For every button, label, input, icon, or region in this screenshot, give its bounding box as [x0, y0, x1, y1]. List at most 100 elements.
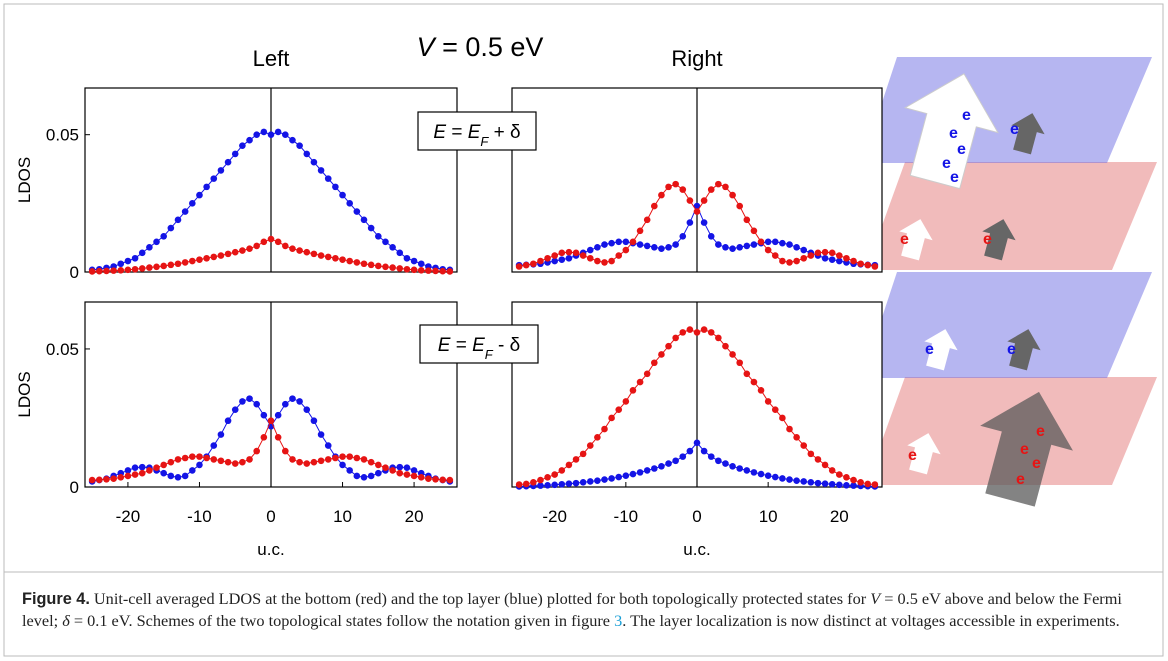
- data-point: [417, 267, 425, 274]
- data-point: [821, 254, 829, 262]
- x-tick-label: 10: [333, 507, 352, 526]
- data-point: [586, 478, 594, 485]
- data-point: [282, 400, 289, 408]
- data-point: [793, 433, 800, 441]
- data-point: [124, 467, 132, 474]
- data-point: [167, 261, 175, 269]
- data-point: [303, 460, 311, 467]
- data-point: [686, 326, 694, 333]
- data-point: [203, 454, 210, 462]
- data-point: [138, 469, 146, 477]
- data-point: [715, 180, 722, 188]
- data-point: [544, 474, 551, 481]
- data-point: [346, 257, 353, 265]
- data-point: [317, 252, 325, 259]
- data-point: [821, 480, 829, 487]
- data-point: [736, 465, 743, 472]
- title-variable: V: [417, 32, 438, 62]
- data-point: [439, 476, 446, 484]
- data-point: [836, 481, 843, 489]
- data-point: [239, 247, 246, 254]
- data-point: [396, 249, 404, 257]
- figure-link[interactable]: 3: [614, 611, 623, 630]
- data-point: [403, 265, 411, 273]
- data-point: [665, 342, 672, 350]
- data-point: [843, 254, 850, 262]
- data-point: [693, 202, 701, 210]
- data-point: [750, 227, 758, 235]
- data-point: [786, 241, 793, 248]
- data-point: [396, 463, 404, 471]
- data-point: [403, 254, 411, 262]
- data-point: [686, 197, 694, 204]
- data-point: [246, 395, 253, 402]
- annotation-box: [419, 324, 539, 364]
- data-point: [736, 202, 743, 210]
- electron: e: [950, 169, 959, 186]
- data-point: [146, 467, 153, 474]
- data-point: [658, 245, 665, 252]
- data-point: [601, 476, 608, 483]
- data-point: [700, 326, 708, 333]
- data-point: [622, 246, 630, 254]
- data-point: [389, 264, 396, 271]
- data-point: [353, 454, 361, 462]
- panel-title: Left: [253, 46, 290, 71]
- data-point: [367, 261, 375, 269]
- scheme-top: e e e e e e e e: [862, 57, 1157, 270]
- data-point: [310, 417, 318, 425]
- data-point: [375, 461, 382, 469]
- data-point: [296, 458, 303, 466]
- data-point: [786, 425, 793, 433]
- data-point: [586, 442, 594, 449]
- data-point: [871, 481, 879, 488]
- electron: e: [962, 107, 971, 124]
- data-point: [836, 257, 843, 265]
- caption-text: Unit-cell averaged LDOS at the bottom (r…: [89, 589, 871, 608]
- data-point: [117, 474, 125, 481]
- data-point: [103, 475, 110, 483]
- data-point: [672, 180, 679, 188]
- data-point: [174, 456, 182, 463]
- data-point: [693, 329, 701, 336]
- data-point: [189, 467, 196, 474]
- data-point: [651, 202, 658, 210]
- data-point: [608, 239, 615, 247]
- data-point: [608, 475, 615, 482]
- data-point: [160, 461, 167, 469]
- data-point: [167, 472, 175, 480]
- data-point: [267, 131, 275, 138]
- data-point: [181, 472, 189, 480]
- data-point: [736, 243, 743, 251]
- data-point: [572, 249, 580, 257]
- scheme-bottom: e e e e e e e: [862, 272, 1157, 513]
- data-point: [196, 191, 203, 199]
- data-point: [360, 456, 368, 463]
- data-point: [253, 242, 260, 250]
- data-point: [432, 475, 439, 483]
- data-point: [715, 334, 722, 342]
- y-axis-label: LDOS: [15, 371, 34, 417]
- data-point: [410, 472, 418, 480]
- data-point: [317, 431, 325, 438]
- data-point: [253, 400, 260, 408]
- data-point: [296, 142, 303, 149]
- data-point: [729, 191, 736, 199]
- data-point: [117, 267, 125, 274]
- data-point: [253, 447, 260, 455]
- data-point: [558, 256, 566, 263]
- data-point: [579, 252, 587, 259]
- data-point: [629, 470, 637, 478]
- data-point: [672, 334, 679, 342]
- data-point: [396, 265, 404, 272]
- data-point: [196, 461, 203, 469]
- caption-label: Figure 4.: [22, 590, 90, 608]
- data-point: [353, 208, 361, 215]
- data-point: [601, 241, 608, 248]
- data-point: [217, 431, 225, 438]
- data-point: [425, 267, 432, 274]
- data-point: [131, 254, 139, 262]
- data-point: [339, 453, 346, 460]
- data-point: [389, 243, 396, 251]
- electron: e: [1020, 441, 1029, 458]
